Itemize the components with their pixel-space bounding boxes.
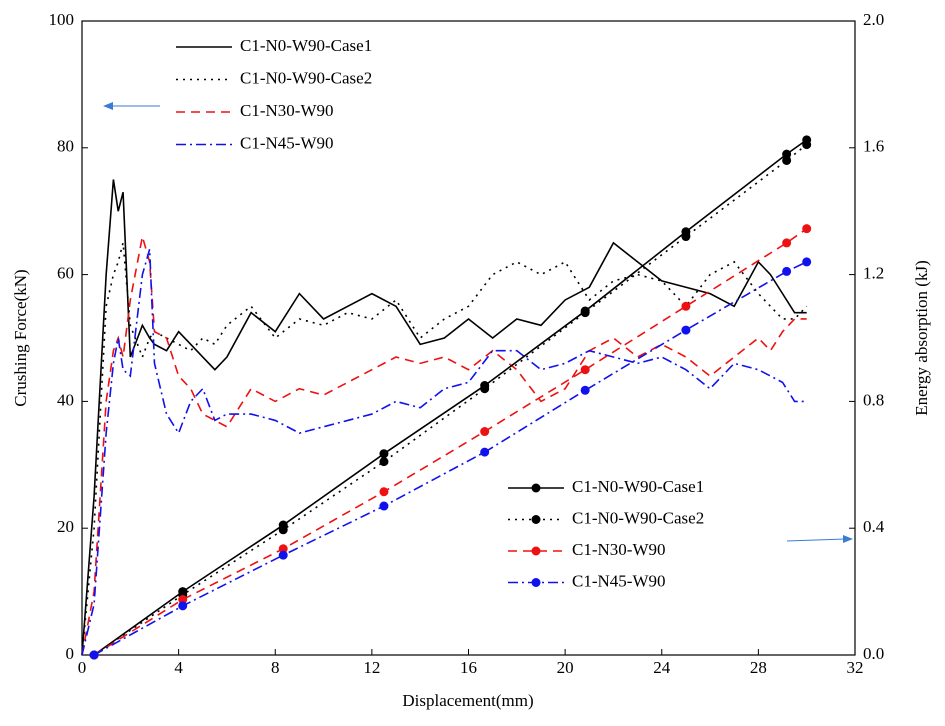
y-tick-label: 60 xyxy=(57,264,74,283)
legend-marker xyxy=(531,483,541,493)
marker xyxy=(681,232,691,242)
marker xyxy=(379,449,389,459)
y2-axis-label: Energy absorption (kJ) xyxy=(912,260,931,416)
y-tick-label: 20 xyxy=(57,517,74,536)
marker xyxy=(379,487,389,497)
legend-label: C1-N0-W90-Case1 xyxy=(240,36,372,55)
marker xyxy=(681,325,691,335)
x-tick-label: 16 xyxy=(460,658,477,677)
y-tick-label: 80 xyxy=(57,137,74,156)
marker xyxy=(580,308,590,318)
marker xyxy=(782,238,792,248)
series-line xyxy=(81,242,808,656)
legend-label: C1-N30-W90 xyxy=(572,540,665,559)
marker xyxy=(802,140,812,150)
legend-label: C1-N0-W90-Case1 xyxy=(572,477,704,496)
plot-frame xyxy=(81,20,856,656)
legend-label: C1-N45-W90 xyxy=(572,571,665,590)
marker xyxy=(480,384,490,394)
marker xyxy=(782,266,792,276)
series-line xyxy=(93,261,808,656)
series-line xyxy=(81,236,807,656)
arrow-head xyxy=(843,535,853,543)
x-tick-label: 28 xyxy=(750,658,767,677)
y2-tick-label: 1.6 xyxy=(863,137,884,156)
series-line xyxy=(81,179,807,656)
legend-marker xyxy=(531,515,541,524)
marker xyxy=(580,365,590,375)
x-tick-label: 12 xyxy=(363,658,380,677)
legend-label: C1-N30-W90 xyxy=(240,101,333,120)
marker xyxy=(379,457,389,467)
y2-tick-label: 0.0 xyxy=(863,644,884,663)
marker xyxy=(178,595,188,605)
marker xyxy=(681,301,691,311)
marker xyxy=(782,149,792,159)
arrow-right xyxy=(786,538,846,542)
x-tick-label: 0 xyxy=(78,658,87,677)
marker xyxy=(802,257,812,267)
legend-label: C1-N45-W90 xyxy=(240,133,333,152)
y2-tick-label: 1.2 xyxy=(863,264,884,283)
marker xyxy=(782,155,792,165)
marker xyxy=(480,427,490,437)
legend-label: C1-N0-W90-Case2 xyxy=(572,508,704,527)
marker xyxy=(278,525,288,535)
y2-tick-label: 2.0 xyxy=(863,10,884,29)
marker xyxy=(580,385,590,395)
marker xyxy=(89,650,99,660)
marker xyxy=(278,550,288,560)
x-axis-label: Displacement(mm) xyxy=(402,691,533,710)
marker xyxy=(802,224,812,234)
y2-tick-label: 0.4 xyxy=(863,517,885,536)
arrow-head xyxy=(103,102,113,110)
x-tick-label: 8 xyxy=(271,658,280,677)
series-line xyxy=(93,144,808,656)
y2-tick-label: 0.8 xyxy=(863,390,884,409)
marker xyxy=(480,447,490,457)
series-line xyxy=(93,227,808,656)
series-line xyxy=(81,249,807,656)
marker xyxy=(379,501,389,511)
series-line xyxy=(93,139,808,656)
y-tick-label: 0 xyxy=(66,644,75,663)
legend-label: C1-N0-W90-Case2 xyxy=(240,68,372,87)
y-axis-label: Crushing Force(kN) xyxy=(11,269,30,406)
x-tick-label: 24 xyxy=(653,658,671,677)
legend-marker xyxy=(531,546,541,556)
x-tick-label: 32 xyxy=(847,658,864,677)
legend-marker xyxy=(531,578,541,587)
y-tick-label: 100 xyxy=(49,10,75,29)
y-tick-label: 40 xyxy=(57,390,74,409)
x-tick-label: 20 xyxy=(557,658,574,677)
x-tick-label: 4 xyxy=(174,658,183,677)
marker xyxy=(278,544,288,554)
marker xyxy=(178,601,188,611)
